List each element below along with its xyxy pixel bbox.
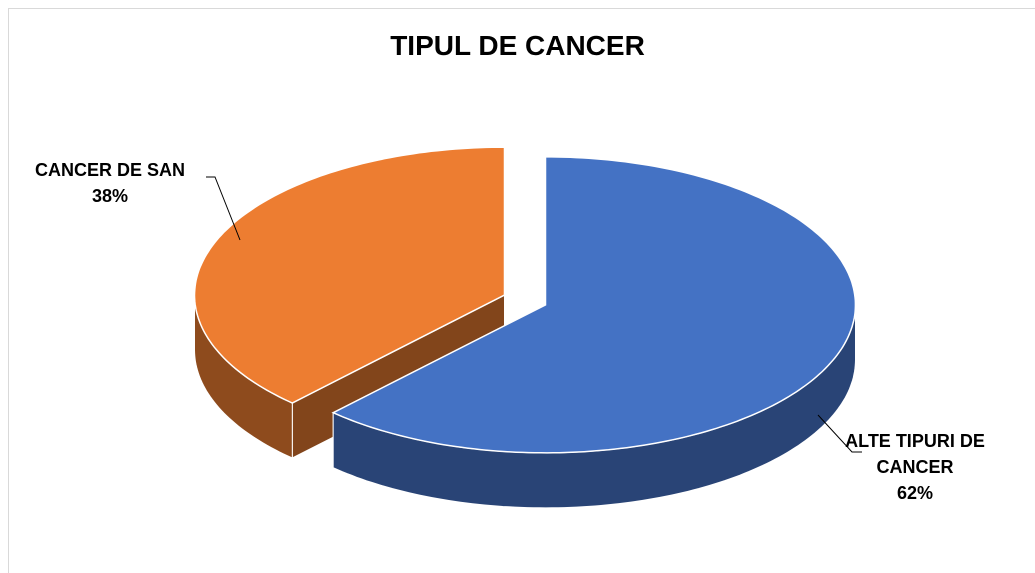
pie-slice <box>193 146 506 404</box>
data-label: ALTE TIPURI DE CANCER 62% <box>840 428 990 506</box>
value-label: 38% <box>91 186 129 206</box>
data-label: CANCER DE SAN 38% <box>10 157 210 209</box>
category-label: CANCER DE SAN <box>34 160 185 180</box>
chart-frame <box>8 8 1035 573</box>
pie-slice <box>331 156 857 454</box>
leader-line <box>206 176 241 241</box>
leader-line <box>817 414 862 453</box>
value-label: 62% <box>896 483 934 503</box>
chart-title: TIPUL DE CANCER <box>390 30 645 61</box>
category-label: ALTE TIPURI DE CANCER <box>845 431 985 477</box>
